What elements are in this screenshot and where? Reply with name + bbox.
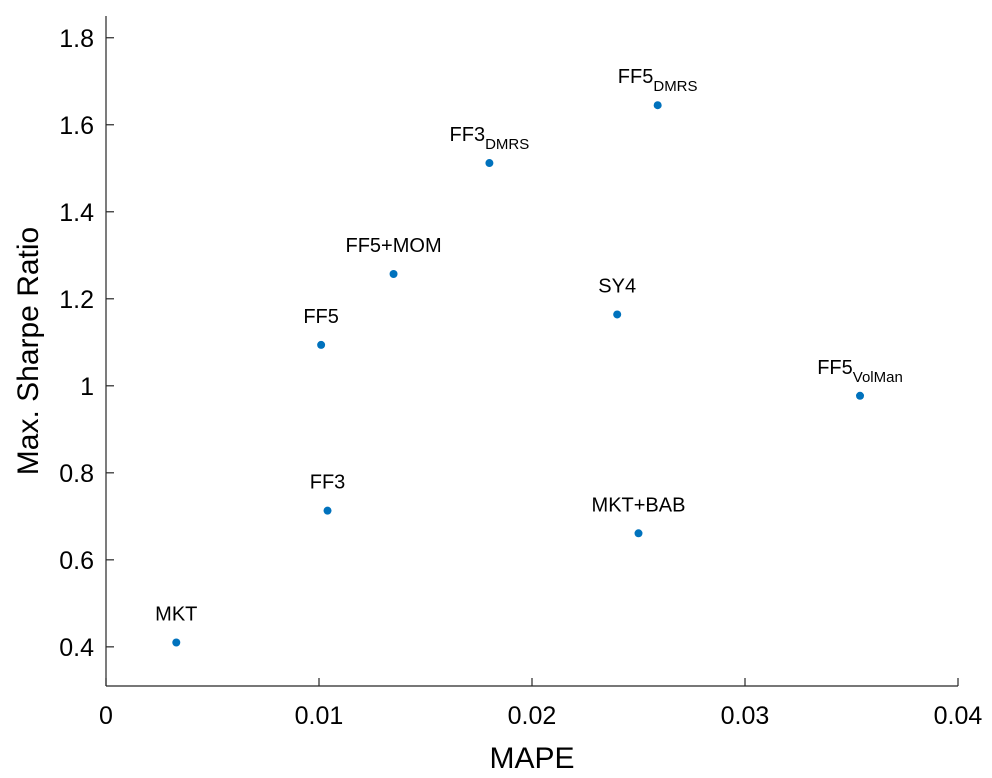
point-label-main: FF3 [310,472,346,494]
data-point [172,638,181,647]
data-point [634,529,643,538]
y-axis-ticks: 0.4 0.6 0.8 1 1.2 1.4 1.6 1.8 [59,25,114,662]
x-tick-label: 0.01 [295,702,344,730]
point-label-main: FF5+MOM [345,235,441,257]
point-label: FF3 [310,472,346,494]
y-tick-label: 1.4 [59,199,94,227]
y-tick-label: 0.6 [59,547,94,575]
y-tick-label: 1.2 [59,286,94,314]
y-tick-label: 0.4 [59,634,94,662]
point-label-subscript: DMRS [485,136,529,153]
y-tick-label: 1.6 [59,112,94,140]
point-label-main: MKT [155,603,197,625]
point-label-main: FF5 [618,66,654,88]
data-point [856,391,865,400]
point-label: SY4 [598,275,636,297]
y-tick-label: 1 [80,373,94,401]
data-point [389,269,398,278]
point-label-main: FF5 [817,357,853,379]
point-label-main: SY4 [598,275,636,297]
point-label: MKT+BAB [592,494,686,516]
point-label: FF5+MOM [345,235,441,257]
x-tick-label: 0.03 [721,702,770,730]
data-point [317,340,326,349]
point-label: FF5VolMan [817,357,903,386]
data-point [323,506,332,515]
point-label: MKT [155,603,197,625]
x-axis-ticks: 0 0.01 0.02 0.03 0.04 [99,678,982,730]
x-tick-label: 0.02 [508,702,557,730]
point-label-main: FF3 [450,124,486,146]
data-point [653,101,662,110]
point-label: FF3DMRS [450,124,530,153]
point-label: FF5 [303,306,339,328]
data-points: MKTFF3FF5FF5+MOMFF3DMRSFF5DMRSSY4FF5VolM… [155,66,903,647]
axes [105,16,958,687]
y-axis-title: Max. Sharpe Ratio [12,227,45,475]
x-tick-label: 0 [99,702,113,730]
point-label-subscript: VolMan [853,369,903,386]
data-point [485,159,494,168]
x-axis-title: MAPE [489,742,574,775]
point-label-main: MKT+BAB [592,494,686,516]
y-tick-label: 1.8 [59,25,94,53]
point-label-subscript: DMRS [653,78,697,95]
data-point [613,310,622,319]
x-tick-label: 0.04 [934,702,983,730]
point-label: FF5DMRS [618,66,698,95]
point-label-main: FF5 [303,306,339,328]
y-tick-label: 0.8 [59,460,94,488]
